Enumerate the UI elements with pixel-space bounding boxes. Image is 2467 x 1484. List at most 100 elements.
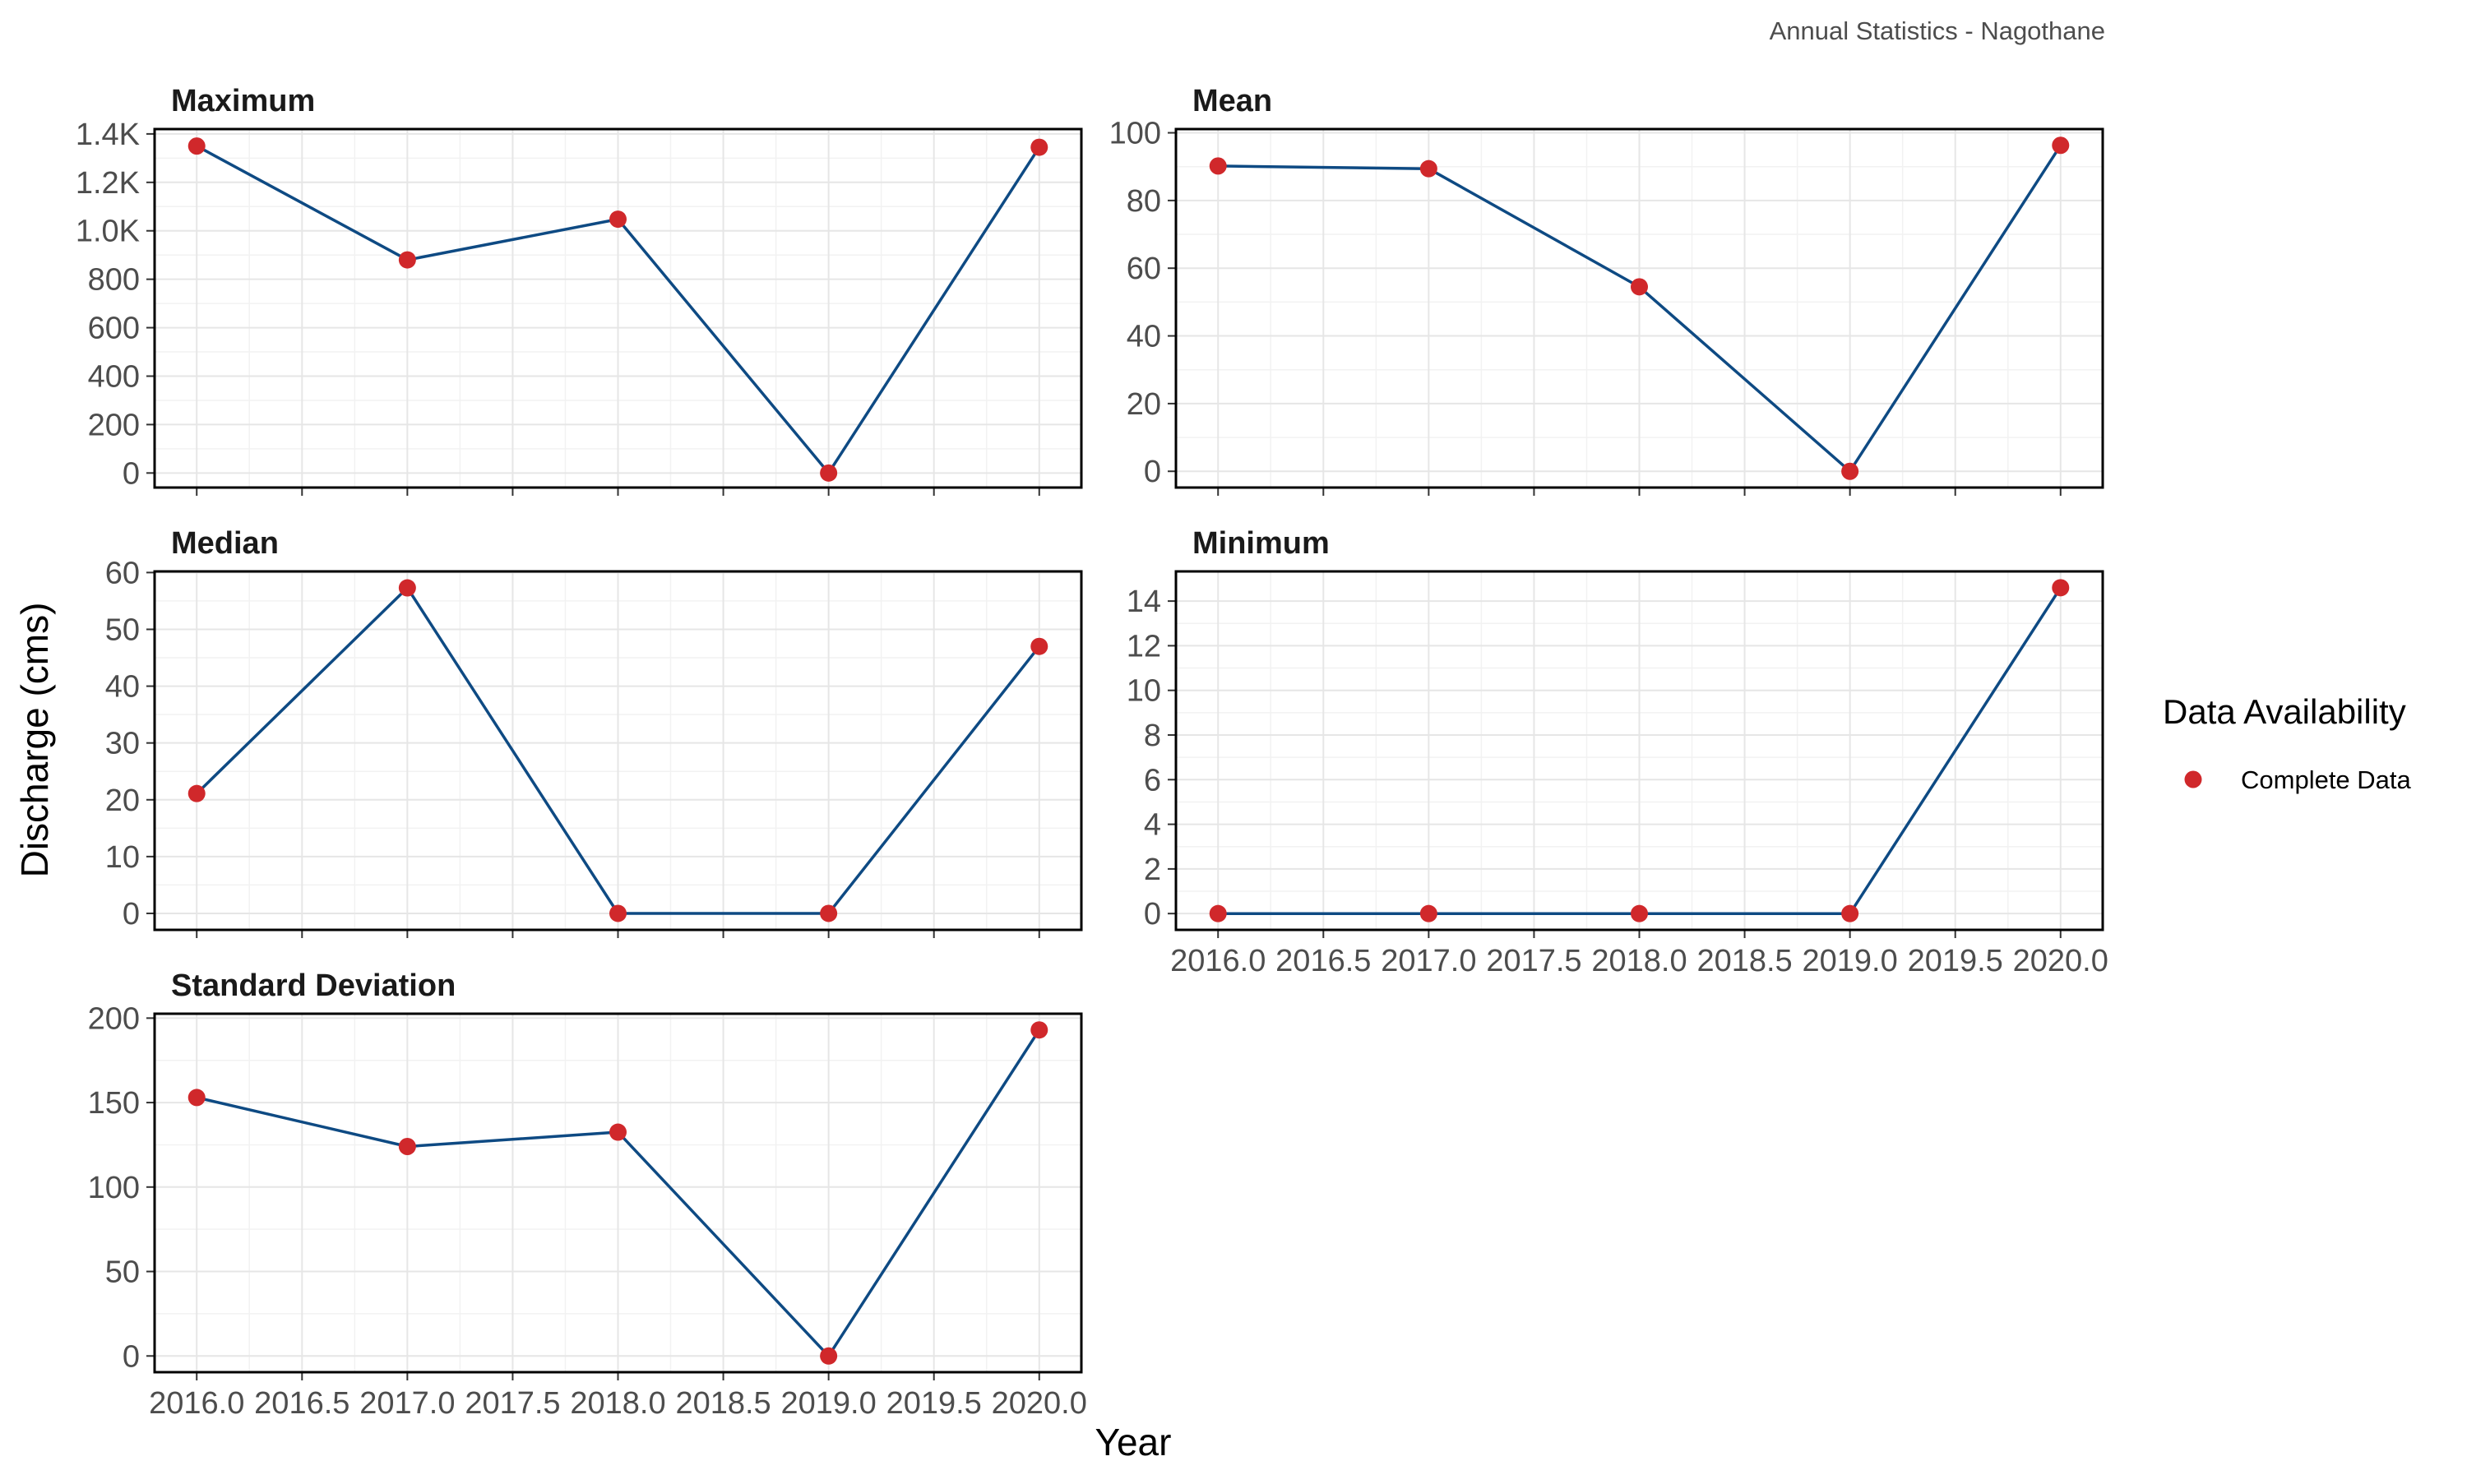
x-tick-label-standard-deviation: 2017.0 xyxy=(359,1386,455,1421)
y-tick-label-maximum: 0 xyxy=(123,456,140,491)
data-point-maximum xyxy=(398,251,416,269)
x-tick-label-minimum: 2020.0 xyxy=(2013,944,2108,978)
legend-title: Data Availability xyxy=(2163,692,2406,731)
x-tick-label-minimum: 2018.0 xyxy=(1591,944,1687,978)
data-point-mean xyxy=(1209,157,1227,175)
y-tick-label-maximum: 400 xyxy=(88,359,140,394)
data-point-standard-deviation xyxy=(820,1347,838,1365)
data-point-minimum xyxy=(2052,579,2070,597)
panel-title-maximum: Maximum xyxy=(171,84,315,118)
data-point-median xyxy=(1030,637,1048,655)
y-tick-label-median: 20 xyxy=(105,784,140,818)
x-tick-label-minimum: 2017.5 xyxy=(1486,944,1581,978)
data-point-median xyxy=(187,784,206,802)
chart-caption: Annual Statistics - Nagothane xyxy=(1770,16,2105,45)
data-point-maximum xyxy=(609,210,627,229)
data-point-maximum xyxy=(820,464,838,482)
x-tick-label-standard-deviation: 2018.0 xyxy=(570,1386,665,1421)
y-tick-label-maximum: 1.2K xyxy=(76,166,140,201)
y-tick-label-minimum: 2 xyxy=(1144,853,1161,887)
y-tick-label-standard-deviation: 100 xyxy=(88,1171,140,1205)
panel-title-median: Median xyxy=(171,526,279,561)
y-tick-label-mean: 40 xyxy=(1127,320,1161,354)
x-tick-label-minimum: 2018.5 xyxy=(1696,944,1792,978)
legend-label-complete-data: Complete Data xyxy=(2241,765,2412,794)
data-point-standard-deviation xyxy=(609,1123,627,1141)
y-tick-label-median: 50 xyxy=(105,613,140,647)
y-axis-title: Discharge (cms) xyxy=(13,603,56,878)
y-tick-label-median: 0 xyxy=(123,897,140,932)
y-tick-label-minimum: 4 xyxy=(1144,808,1161,843)
data-point-minimum xyxy=(1631,904,1648,922)
data-point-median xyxy=(609,904,627,922)
y-tick-label-standard-deviation: 150 xyxy=(88,1086,140,1121)
y-tick-label-median: 10 xyxy=(105,840,140,875)
x-tick-label-standard-deviation: 2016.0 xyxy=(149,1386,244,1421)
y-tick-label-minimum: 12 xyxy=(1127,629,1161,663)
x-tick-label-minimum: 2019.5 xyxy=(1908,944,2003,978)
panels: Maximum02004006008001.0K1.2K1.4KMean0204… xyxy=(76,84,2108,1421)
data-point-maximum xyxy=(1030,138,1048,156)
legend-key-complete-data xyxy=(2184,770,2202,788)
x-axis-title: Year xyxy=(1095,1421,1172,1463)
data-point-minimum xyxy=(1209,904,1227,922)
y-tick-label-maximum: 800 xyxy=(88,263,140,298)
panel-border-maximum xyxy=(153,127,1083,489)
y-tick-label-minimum: 10 xyxy=(1127,674,1161,709)
data-point-median xyxy=(398,579,416,597)
data-point-minimum xyxy=(1419,904,1437,922)
data-point-minimum xyxy=(1841,904,1859,922)
data-point-maximum xyxy=(187,137,206,155)
panel-title-standard-deviation: Standard Deviation xyxy=(171,969,456,1003)
y-tick-label-standard-deviation: 200 xyxy=(88,1001,140,1036)
x-tick-label-standard-deviation: 2020.0 xyxy=(992,1386,1087,1421)
y-tick-label-median: 40 xyxy=(105,670,140,705)
legend: Data Availability Complete Data xyxy=(2163,692,2412,794)
panel-standard-deviation: Standard Deviation 0 50 100 150 200 2016.0 2016… xyxy=(88,969,1087,1421)
y-tick-label-standard-deviation: 50 xyxy=(105,1255,140,1290)
panel-border-median xyxy=(153,570,1083,932)
y-tick-label-minimum: 0 xyxy=(1144,897,1161,932)
data-point-standard-deviation xyxy=(398,1137,416,1155)
y-tick-label-minimum: 6 xyxy=(1144,763,1161,797)
y-tick-label-mean: 0 xyxy=(1144,455,1161,489)
x-tick-label-minimum: 2016.5 xyxy=(1275,944,1371,978)
grid-minimum xyxy=(1176,571,2103,930)
panel-border-mean xyxy=(1174,127,2104,489)
y-tick-label-maximum: 200 xyxy=(88,408,140,442)
y-tick-label-mean: 80 xyxy=(1127,184,1161,219)
y-tick-label-minimum: 8 xyxy=(1144,719,1161,753)
x-tick-label-minimum: 2016.0 xyxy=(1170,944,1266,978)
data-point-mean xyxy=(2052,136,2070,155)
panel-border-minimum xyxy=(1174,570,2104,932)
y-tick-label-mean: 20 xyxy=(1127,387,1161,422)
panel-mean: Mean 0 20 40 60 80 100 xyxy=(1109,84,2104,496)
data-point-median xyxy=(820,904,838,922)
data-point-standard-deviation xyxy=(1030,1021,1048,1039)
y-tick-label-median: 30 xyxy=(105,727,140,761)
x-tick-label-standard-deviation: 2019.0 xyxy=(781,1386,877,1421)
x-tick-label-minimum: 2017.0 xyxy=(1381,944,1476,978)
y-tick-label-maximum: 1.4K xyxy=(76,118,140,152)
grid-standard-deviation xyxy=(155,1014,1081,1372)
data-point-mean xyxy=(1419,159,1437,178)
panel-title-mean: Mean xyxy=(1192,84,1272,118)
panel-minimum: Minimum 0 2 4 6 8 10 12 14 2016.0 2016.5 2017.0 2017… xyxy=(1127,526,2108,978)
x-tick-label-standard-deviation: 2017.5 xyxy=(465,1386,560,1421)
y-tick-label-standard-deviation: 0 xyxy=(123,1339,140,1374)
y-tick-label-mean: 60 xyxy=(1127,252,1161,286)
panel-maximum: Maximum 0 200 400 600 800 1.0K 1.2K 1.4K xyxy=(76,84,1083,496)
data-point-standard-deviation xyxy=(187,1089,206,1107)
x-tick-label-standard-deviation: 2019.5 xyxy=(886,1386,982,1421)
panel-median: Median 0 10 20 30 40 50 60 xyxy=(105,526,1083,938)
data-point-mean xyxy=(1631,278,1648,296)
grid-maximum xyxy=(155,129,1081,488)
grid-median xyxy=(155,571,1081,930)
panel-title-minimum: Minimum xyxy=(1192,526,1330,561)
data-point-mean xyxy=(1841,462,1859,480)
x-tick-label-standard-deviation: 2018.5 xyxy=(675,1386,771,1421)
y-tick-label-minimum: 14 xyxy=(1127,585,1161,619)
